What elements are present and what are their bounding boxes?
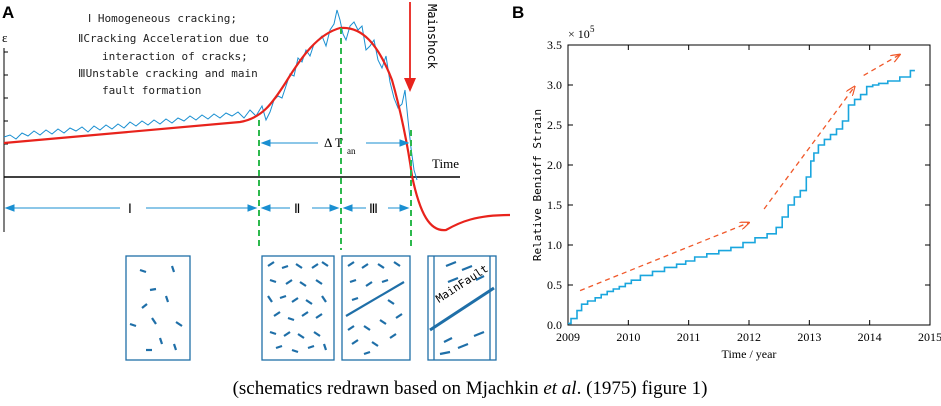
- y-axis-label: Relative Benioff Strain: [531, 109, 544, 261]
- x-tick-label: 2012: [737, 330, 761, 344]
- y-multiplier: × 10: [568, 27, 590, 41]
- panel-a-y-ticks: [4, 51, 8, 145]
- y-tick-label: 3.0: [547, 78, 562, 92]
- schematic-stage-3: [341, 255, 411, 361]
- schematic-main-fault: [427, 255, 497, 361]
- delta-t-arrow: [260, 139, 410, 147]
- panel-a: A ε Time Ⅰ Homogeneous cracking; ⅡCracki…: [2, 2, 511, 361]
- trend-arrow: [863, 55, 900, 76]
- mainshock-label: Mainshock: [425, 4, 439, 70]
- cracks-stage-1: [129, 265, 183, 352]
- schematic-stage-2: [261, 255, 335, 361]
- cracks-stage-3: [345, 261, 405, 356]
- delta-t-label: Δ T: [324, 135, 343, 150]
- caption-etal: et al: [543, 378, 576, 399]
- legend-line-1: Ⅰ Homogeneous cracking;: [88, 12, 237, 25]
- y-tick-label: 1.5: [547, 198, 562, 212]
- x-ticks: 2009 2010 2011 2012 2013 2014 2015: [556, 45, 941, 344]
- x-tick-label: 2009: [556, 330, 580, 344]
- y-multiplier-exponent: 5: [590, 24, 595, 34]
- stage-range-arrows: [4, 204, 410, 212]
- x-tick-label: 2013: [797, 330, 821, 344]
- caption-prefix: (schematics redrawn based on Mjachkin: [233, 378, 544, 399]
- benioff-strain-line: [568, 69, 915, 325]
- legend-line-3: interaction of cracks;: [102, 50, 248, 63]
- y-tick-label: 1.0: [547, 238, 562, 252]
- cracks-stage-2: [267, 261, 329, 354]
- y-tick-label: 3.5: [547, 38, 562, 52]
- schematic-stage-1: [125, 255, 191, 361]
- panel-b: B × 10 5 0.00.51.01.52.02.53.03.5 2009 20…: [512, 3, 941, 361]
- x-tick-label: 2015: [918, 330, 941, 344]
- panel-a-time-label: Time: [432, 156, 459, 171]
- main-fault-label: MainFault: [434, 262, 491, 305]
- x-axis-label: Time / year: [722, 347, 777, 361]
- x-tick-label: 2011: [677, 330, 701, 344]
- trend-arrows: [579, 55, 900, 292]
- y-tick-label: 0.0: [547, 318, 562, 332]
- y-ticks: 0.0 0.5 1.0 1.5 2.0 2.5 3.0 3.5: [547, 38, 930, 332]
- panel-a-legend: Ⅰ Homogeneous cracking; ⅡCracking Accele…: [78, 12, 269, 97]
- y-tick-label: 2.5: [547, 118, 562, 132]
- trend-arrow: [763, 87, 855, 210]
- mainshock-arrow: [404, 2, 416, 92]
- y-tick-label: 2.0: [547, 158, 562, 172]
- trend-arrow: [579, 223, 749, 292]
- panel-b-label: B: [512, 3, 524, 22]
- legend-line-2: ⅡCracking Acceleration due to: [78, 32, 269, 45]
- model-strain-curve: [3, 26, 511, 232]
- panel-a-y-symbol: ε: [2, 30, 8, 45]
- x-tick-label: 2014: [858, 330, 882, 344]
- y-tick-label: 0.5: [547, 278, 562, 292]
- caption-suffix: . (1975) figure 1): [577, 378, 708, 399]
- figure-caption: (schematics redrawn based on Mjachkin et…: [233, 378, 708, 399]
- stage-dividers: [258, 28, 412, 250]
- stage-label-2: Ⅱ: [294, 201, 300, 216]
- legend-line-4: ⅢUnstable cracking and main: [78, 67, 258, 80]
- stage-label-1: Ⅰ: [128, 201, 132, 216]
- stage-label-3: Ⅲ: [369, 201, 378, 216]
- main-fault-schematic: MainFault: [429, 256, 495, 360]
- x-tick-label: 2010: [616, 330, 640, 344]
- legend-line-5: fault formation: [102, 84, 201, 97]
- chart-frame: [567, 44, 931, 326]
- delta-t-subscript: an: [347, 146, 356, 156]
- panel-a-label: A: [2, 3, 14, 22]
